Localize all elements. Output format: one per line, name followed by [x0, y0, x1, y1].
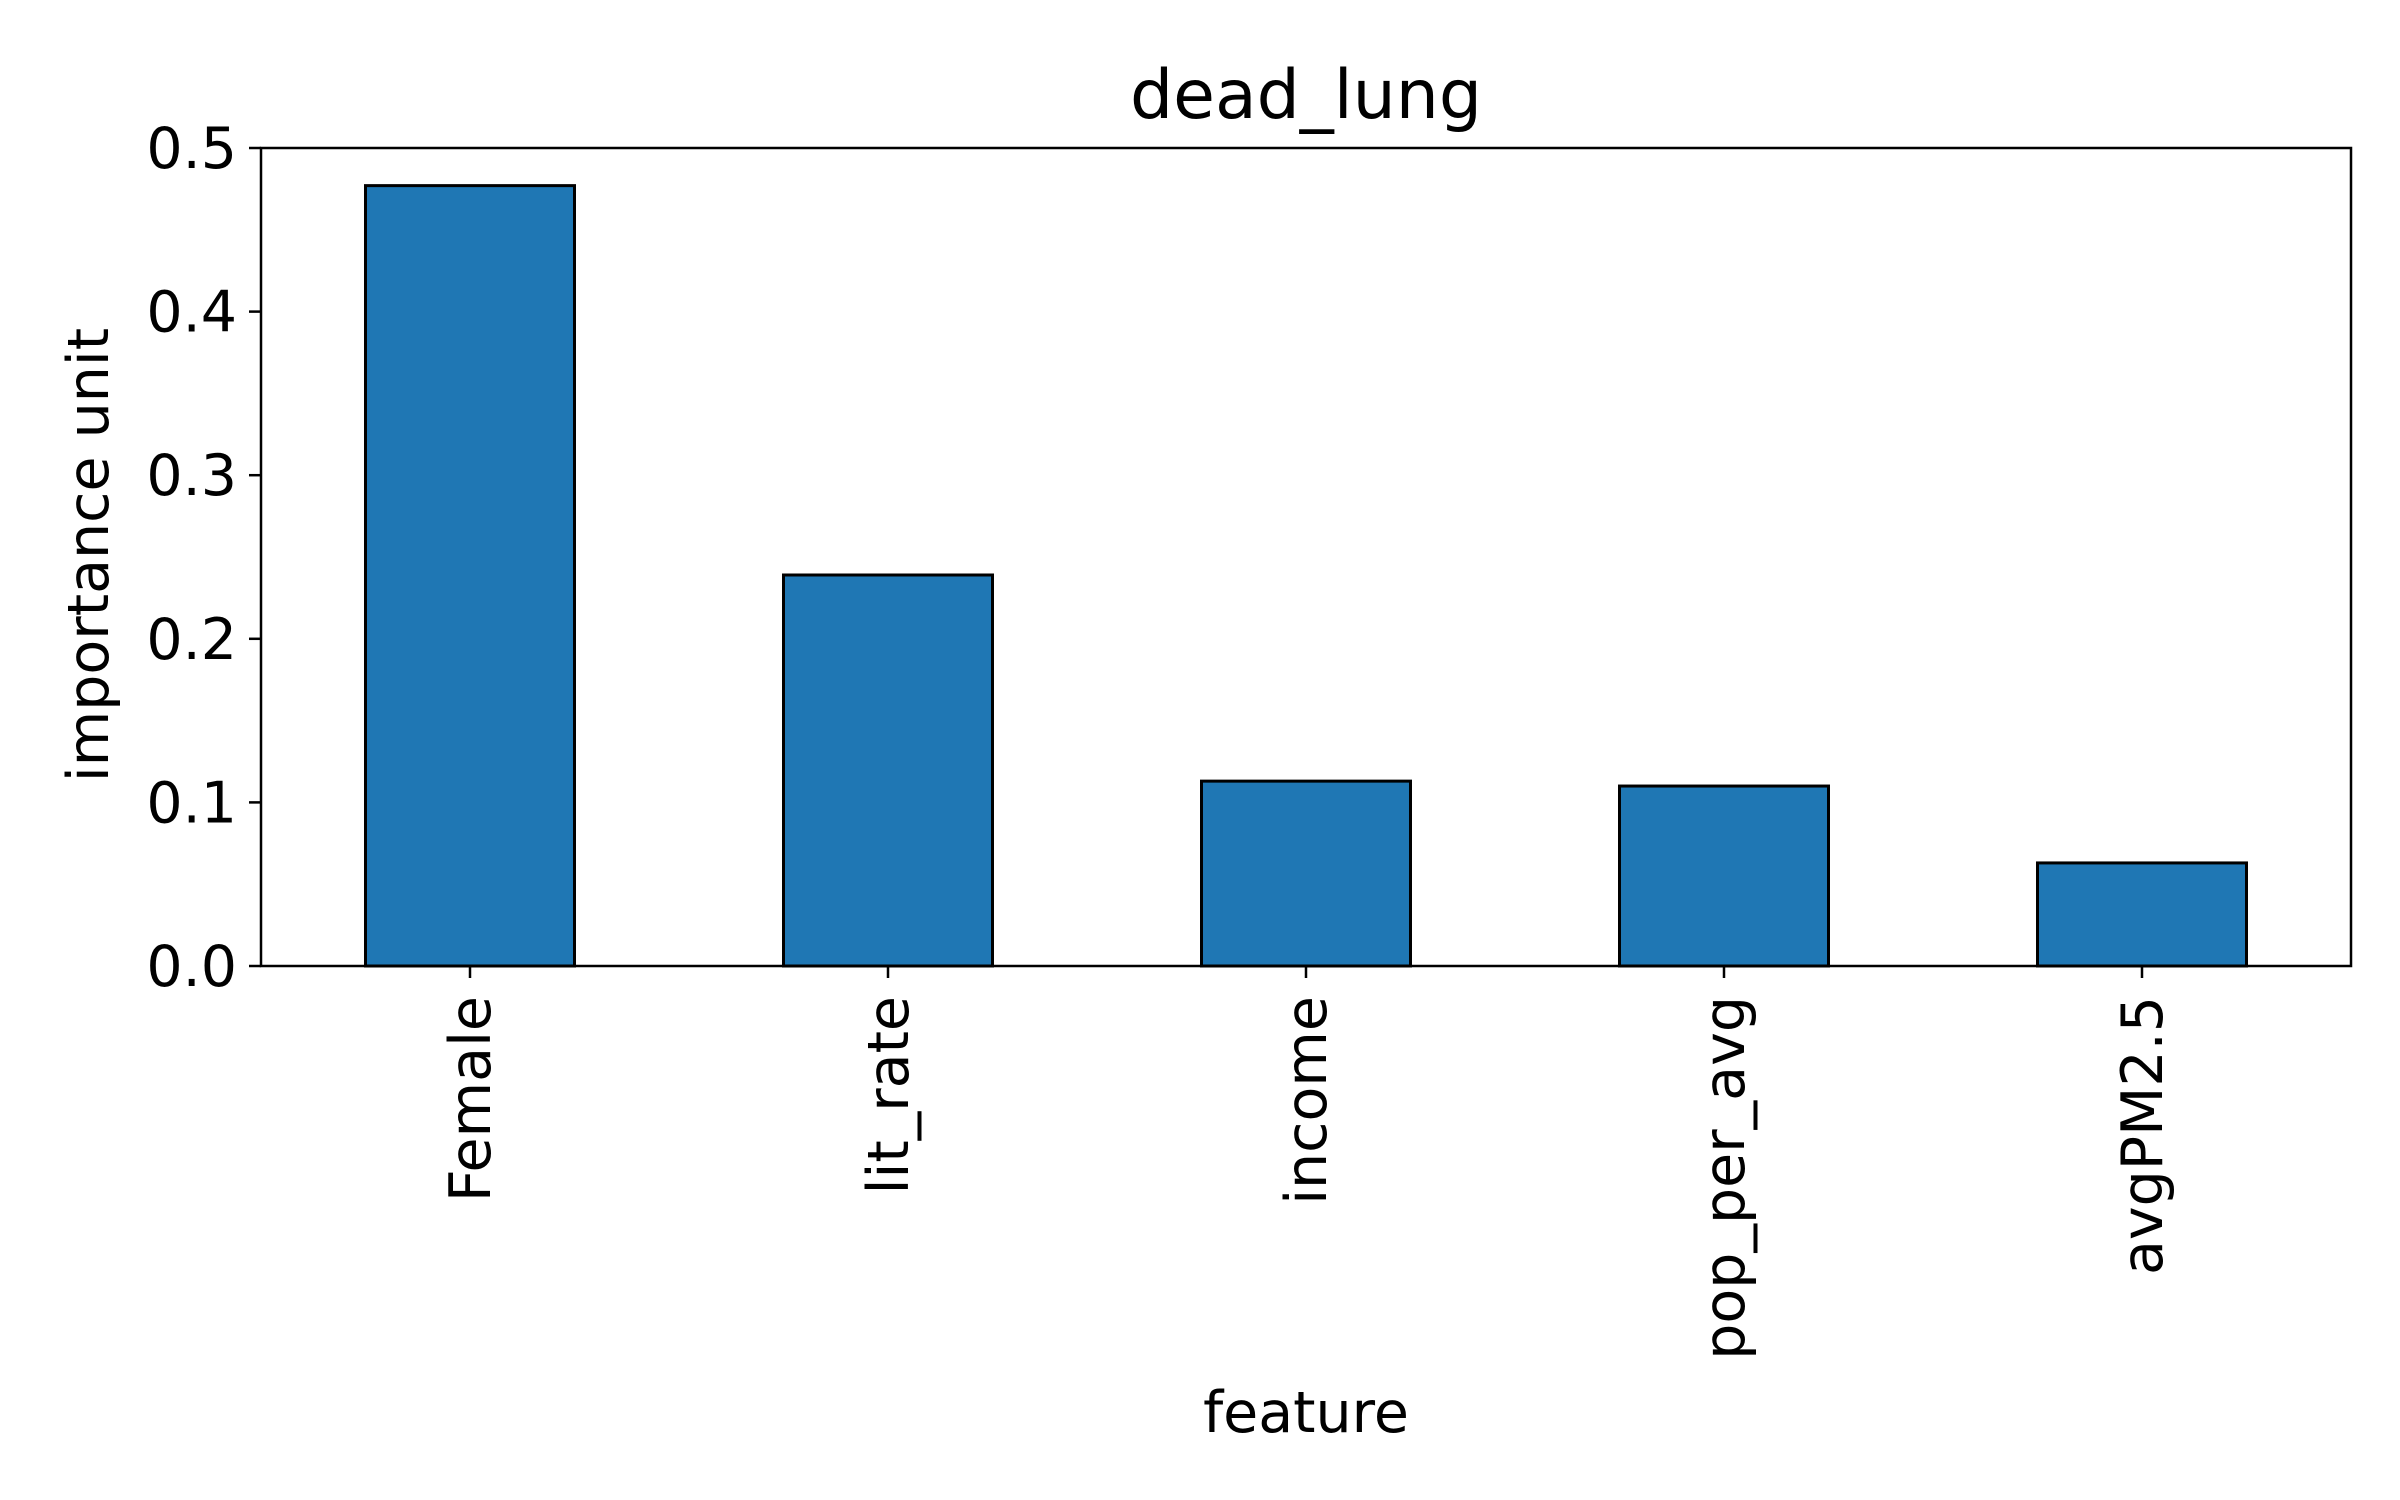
y-tick-label: 0.5 — [146, 116, 237, 182]
y-axis-ticks: 0.0 0.1 0.2 0.3 0.4 0.5 — [146, 116, 261, 1000]
y-tick-label: 0.1 — [146, 770, 237, 836]
bars-group — [364, 184, 2248, 968]
y-tick-label: 0.3 — [146, 443, 237, 509]
y-tick-label: 0.0 — [146, 934, 237, 1000]
y-tick-label: 0.2 — [146, 607, 237, 673]
bar-lit-rate — [782, 573, 994, 968]
bar-avgpm2-5 — [2036, 861, 2248, 968]
x-tick-label: avgPM2.5 — [2110, 996, 2176, 1275]
x-tick-label: income — [1274, 996, 1340, 1205]
bar-income — [1200, 779, 1412, 968]
x-tick-label: pop_per_avg — [1692, 996, 1758, 1360]
x-axis-label: feature — [1203, 1380, 1409, 1446]
y-tick-label: 0.4 — [146, 280, 237, 346]
plot-area-frame — [259, 146, 2353, 968]
bar-pop-per-avg — [1618, 784, 1830, 968]
x-axis-ticks: Female lit_rate income pop_per_avg avgPM2.5 — [438, 966, 2176, 1360]
x-tick-label: Female — [438, 996, 504, 1202]
chart-title: dead_lung — [1130, 56, 1482, 135]
y-axis-label: importance unit — [56, 328, 122, 782]
x-tick-label: lit_rate — [856, 996, 922, 1194]
bar-female — [364, 184, 576, 968]
